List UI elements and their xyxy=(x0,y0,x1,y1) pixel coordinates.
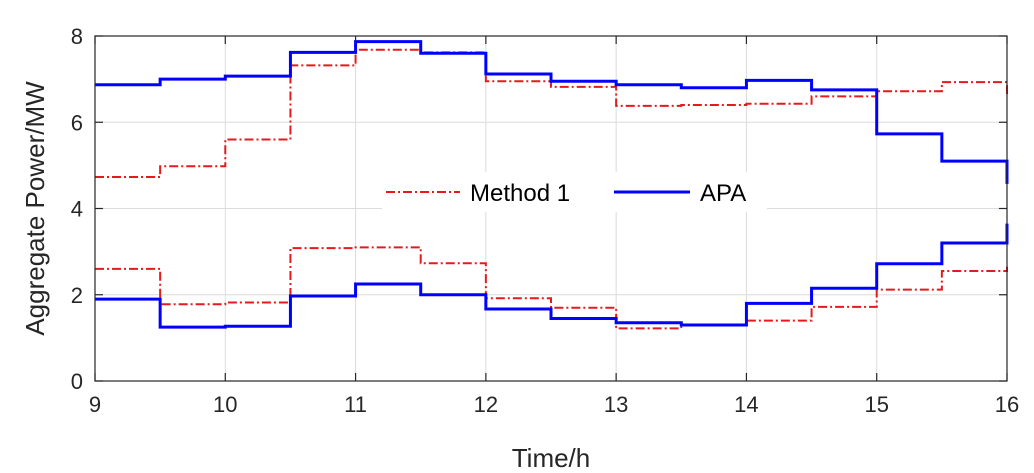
y-tick-label: 6 xyxy=(71,110,83,135)
x-axis-label: Time/h xyxy=(512,443,591,473)
series-line-apa-lower xyxy=(95,223,1009,329)
y-tick-label: 4 xyxy=(71,197,83,222)
y-axis-label: Aggregate Power/MW xyxy=(20,81,50,336)
x-tick-label: 13 xyxy=(604,392,628,417)
x-tick-label: 16 xyxy=(995,392,1019,417)
y-tick-label: 8 xyxy=(71,24,83,49)
x-tick-label: 12 xyxy=(474,392,498,417)
axis-ticks: 9 10 11 12 13 14 15 16 0 2 4 6 8 xyxy=(71,24,1019,417)
legend-background xyxy=(382,172,767,212)
y-tick-label: 2 xyxy=(71,283,83,308)
x-tick-label: 11 xyxy=(344,392,367,417)
x-tick-label: 14 xyxy=(734,392,758,417)
legend-label-apa: APA xyxy=(700,180,746,207)
legend: Method 1 APA xyxy=(382,172,767,212)
x-tick-label: 15 xyxy=(864,392,888,417)
series-line-method-1-upper xyxy=(95,48,1008,179)
series-line-apa-upper xyxy=(95,40,1009,184)
x-tick-label: 10 xyxy=(213,392,237,417)
x-tick-label: 9 xyxy=(89,392,101,417)
series-group xyxy=(95,40,1009,330)
legend-label-method-1: Method 1 xyxy=(470,180,570,207)
y-tick-label: 0 xyxy=(71,369,83,394)
